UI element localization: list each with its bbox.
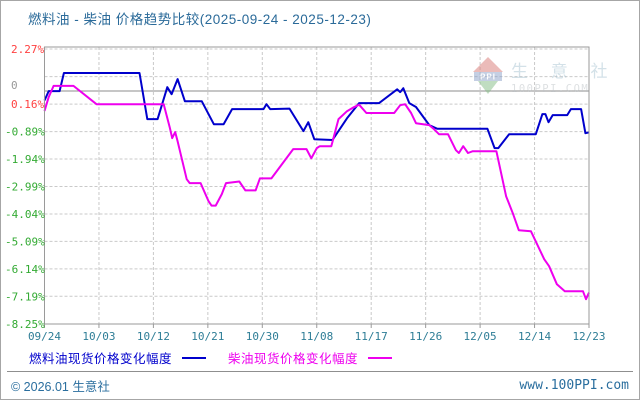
x-axis-label: 11/26 <box>409 330 442 343</box>
legend-item-diesel: 柴油现货价格变化幅度 <box>228 348 393 367</box>
y-axis-label: -5.09% <box>5 235 45 248</box>
series-line-fuel-oil <box>43 72 590 150</box>
y-axis-label: -4.04% <box>5 208 45 221</box>
watermark-base-icon <box>478 81 498 94</box>
watermark-brand-text: 生 意 社 <box>511 62 616 81</box>
legend-label-fuel-oil: 燃料油现货价格变化幅度 <box>29 352 173 366</box>
x-axis-label: 12/23 <box>572 330 605 343</box>
y-axis-zero-label: 0 <box>11 79 18 92</box>
copyright-text: © 2026.01 生意社 <box>11 380 110 394</box>
x-axis-label: 09/24 <box>28 330 61 343</box>
y-axis-label: -0.89% <box>5 126 45 139</box>
site-link[interactable]: www.100PPI.com <box>519 378 629 393</box>
watermark-logo: PPI 生 意 社 100PPI.COM <box>473 57 616 95</box>
y-axis-label: -7.19% <box>5 290 45 303</box>
x-axis-label: 12/14 <box>518 330 551 343</box>
x-axis-label: 10/12 <box>137 330 170 343</box>
legend-line-sample-fuel-oil <box>182 356 207 359</box>
series-line-diesel <box>43 84 590 301</box>
legend-label-diesel: 柴油现货价格变化幅度 <box>228 352 359 366</box>
y-axis-label: -8.25% <box>5 318 45 331</box>
x-axis-label: 12/05 <box>464 330 497 343</box>
x-axis-label: 11/08 <box>300 330 333 343</box>
x-axis-label: 10/03 <box>82 330 115 343</box>
y-axis-label: -1.94% <box>5 153 45 166</box>
watermark-roof-icon <box>473 57 503 72</box>
chart-canvas: PPI 生 意 社 100PPI.COM 2.27% 0.16% -0.89% -1.94%… <box>5 43 616 343</box>
x-axis-label: 10/21 <box>191 330 224 343</box>
footer: © 2026.01 生意社 www.100PPI.com <box>11 376 629 395</box>
page-title: 燃料油 - 柴油 价格趋势比较(2025-09-24 - 2025-12-23) <box>28 12 372 27</box>
x-axis-label: 11/17 <box>355 330 388 343</box>
y-axis-label: 0.16% <box>11 98 44 111</box>
y-axis-label: 2.27% <box>11 43 44 56</box>
watermark-site-text: 100PPI.COM <box>511 83 589 95</box>
x-axis-label: 10/30 <box>246 330 279 343</box>
footer-divider <box>7 371 633 372</box>
legend: 燃料油现货价格变化幅度 柴油现货价格变化幅度 <box>29 348 414 367</box>
y-axis-label: -6.14% <box>5 263 45 276</box>
y-axis-label: -2.99% <box>5 181 45 194</box>
legend-line-sample-diesel <box>368 356 393 359</box>
legend-item-fuel-oil: 燃料油现货价格变化幅度 <box>29 348 207 367</box>
watermark-band <box>474 72 502 81</box>
watermark-ppi-text: PPI <box>480 73 496 82</box>
